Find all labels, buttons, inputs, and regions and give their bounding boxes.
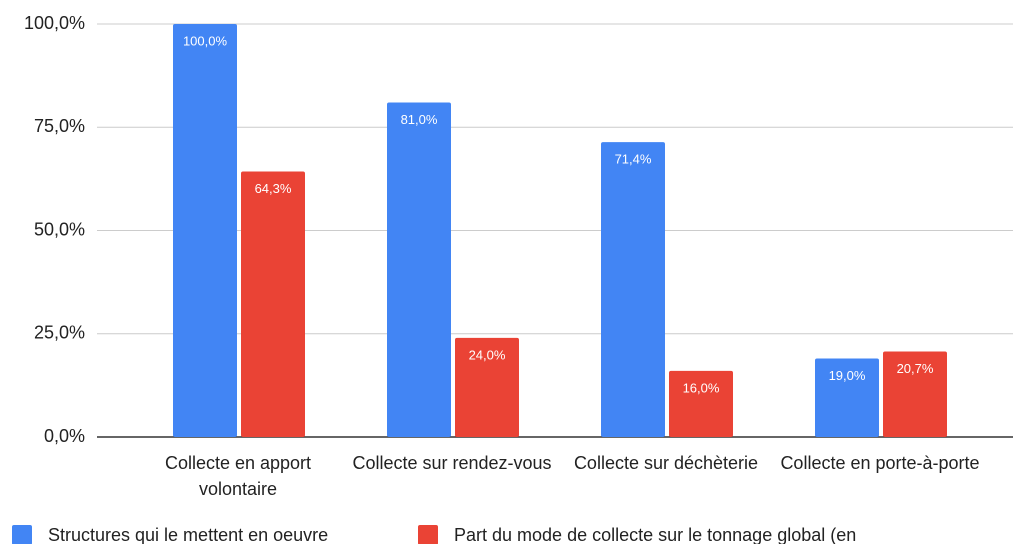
data-label: 16,0%	[683, 380, 720, 395]
y-tick-label: 75,0%	[34, 116, 85, 136]
legend-label: Part du mode de collecte sur le tonnage …	[454, 525, 856, 544]
data-label: 64,3%	[255, 181, 292, 196]
data-label: 20,7%	[897, 361, 934, 376]
bar	[241, 171, 305, 438]
data-label: 100,0%	[183, 33, 228, 48]
x-tick-label: Collecte sur rendez-vous	[352, 453, 552, 473]
bar	[669, 370, 733, 437]
data-label: 19,0%	[829, 368, 866, 383]
bar	[387, 102, 451, 437]
legend-label: Structures qui le mettent en oeuvre	[48, 525, 328, 544]
bar	[601, 142, 665, 438]
legend-swatch	[12, 525, 32, 544]
x-tick-label: Collecte en apport volontaire	[164, 453, 312, 499]
y-tick-label: 100,0%	[24, 13, 85, 33]
bar	[883, 351, 947, 437]
legend-swatch	[418, 525, 438, 544]
y-tick-label: 25,0%	[34, 323, 85, 343]
bar	[815, 358, 879, 437]
y-tick-label: 0,0%	[44, 426, 85, 446]
data-label: 71,4%	[615, 152, 652, 167]
bar	[173, 24, 237, 437]
x-tick-label: Collecte en porte-à-porte	[780, 453, 980, 473]
y-tick-label: 50,0%	[34, 219, 85, 239]
x-tick-label: Collecte sur déchèterie	[573, 453, 759, 473]
data-label: 24,0%	[469, 347, 506, 362]
data-label: 81,0%	[401, 112, 438, 127]
bar	[455, 337, 519, 437]
